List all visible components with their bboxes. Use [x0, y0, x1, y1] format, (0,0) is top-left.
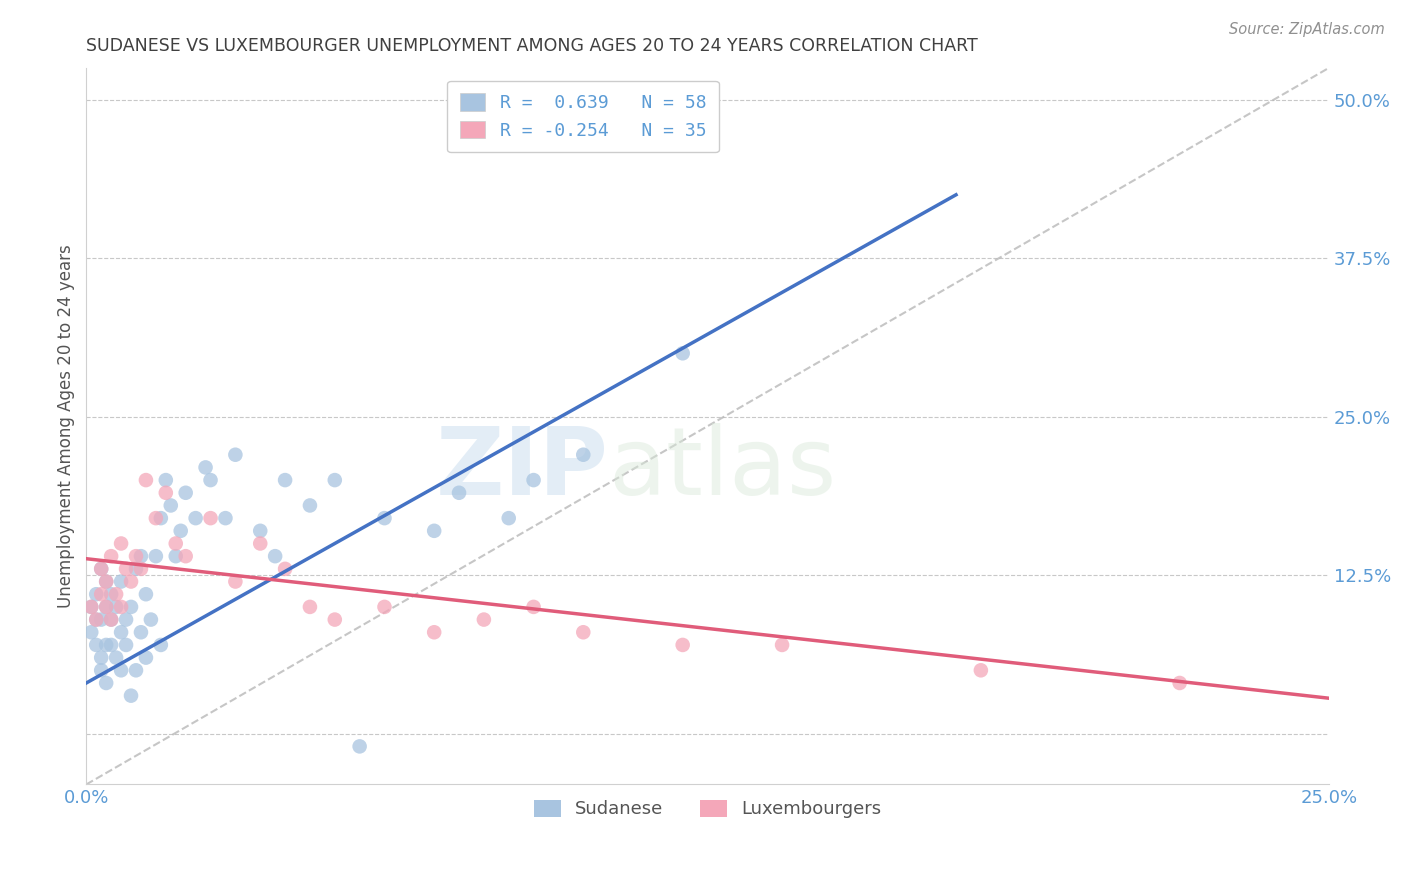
Point — [100, 613, 122, 627]
Point — [214, 511, 236, 525]
Point — [1168, 676, 1191, 690]
Point — [200, 511, 222, 525]
Point — [155, 473, 177, 487]
Point — [129, 562, 152, 576]
Point — [84, 587, 107, 601]
Point — [100, 638, 122, 652]
Point — [770, 638, 793, 652]
Point — [84, 613, 107, 627]
Point — [90, 562, 112, 576]
Point — [115, 562, 138, 576]
Point — [90, 562, 112, 576]
Point — [373, 511, 395, 525]
Point — [135, 587, 157, 601]
Point — [274, 562, 297, 576]
Point — [110, 663, 132, 677]
Text: ZIP: ZIP — [436, 423, 609, 516]
Point — [155, 485, 177, 500]
Point — [184, 511, 207, 525]
Point — [159, 499, 181, 513]
Point — [145, 511, 167, 525]
Point — [174, 549, 197, 564]
Point — [194, 460, 217, 475]
Point — [129, 625, 152, 640]
Point — [970, 663, 993, 677]
Point — [249, 524, 271, 538]
Point — [323, 473, 346, 487]
Point — [120, 599, 142, 614]
Point — [498, 511, 520, 525]
Point — [100, 587, 122, 601]
Text: SUDANESE VS LUXEMBOURGER UNEMPLOYMENT AMONG AGES 20 TO 24 YEARS CORRELATION CHAR: SUDANESE VS LUXEMBOURGER UNEMPLOYMENT AM… — [86, 37, 979, 55]
Point — [423, 625, 446, 640]
Point — [96, 638, 118, 652]
Point — [115, 638, 138, 652]
Point — [472, 613, 495, 627]
Point — [145, 549, 167, 564]
Point — [165, 536, 187, 550]
Point — [90, 613, 112, 627]
Point — [373, 599, 395, 614]
Point — [80, 599, 103, 614]
Point — [120, 689, 142, 703]
Point — [139, 613, 162, 627]
Point — [170, 524, 193, 538]
Text: Source: ZipAtlas.com: Source: ZipAtlas.com — [1229, 22, 1385, 37]
Point — [264, 549, 287, 564]
Point — [349, 739, 371, 754]
Point — [200, 473, 222, 487]
Point — [100, 613, 122, 627]
Point — [423, 524, 446, 538]
Point — [149, 511, 172, 525]
Point — [447, 485, 470, 500]
Legend: Sudanese, Luxembourgers: Sudanese, Luxembourgers — [526, 792, 889, 826]
Point — [90, 650, 112, 665]
Point — [105, 650, 128, 665]
Point — [96, 599, 118, 614]
Point — [96, 574, 118, 589]
Point — [115, 613, 138, 627]
Point — [90, 663, 112, 677]
Point — [110, 599, 132, 614]
Point — [125, 562, 148, 576]
Point — [249, 536, 271, 550]
Point — [100, 549, 122, 564]
Point — [672, 346, 695, 360]
Point — [572, 625, 595, 640]
Point — [80, 625, 103, 640]
Point — [135, 473, 157, 487]
Point — [90, 587, 112, 601]
Point — [96, 599, 118, 614]
Point — [572, 448, 595, 462]
Point — [298, 599, 321, 614]
Point — [110, 574, 132, 589]
Point — [125, 549, 148, 564]
Y-axis label: Unemployment Among Ages 20 to 24 years: Unemployment Among Ages 20 to 24 years — [58, 244, 75, 608]
Text: atlas: atlas — [609, 423, 837, 516]
Point — [224, 448, 246, 462]
Point — [96, 676, 118, 690]
Point — [84, 638, 107, 652]
Point — [125, 663, 148, 677]
Point — [323, 613, 346, 627]
Point — [274, 473, 297, 487]
Point — [165, 549, 187, 564]
Point — [149, 638, 172, 652]
Point — [110, 536, 132, 550]
Point — [135, 650, 157, 665]
Point — [298, 499, 321, 513]
Point — [96, 574, 118, 589]
Point — [224, 574, 246, 589]
Point — [105, 599, 128, 614]
Point — [523, 599, 546, 614]
Point — [84, 613, 107, 627]
Point — [80, 599, 103, 614]
Point — [174, 485, 197, 500]
Point — [129, 549, 152, 564]
Point — [672, 638, 695, 652]
Point — [523, 473, 546, 487]
Point — [120, 574, 142, 589]
Point — [110, 625, 132, 640]
Point — [105, 587, 128, 601]
